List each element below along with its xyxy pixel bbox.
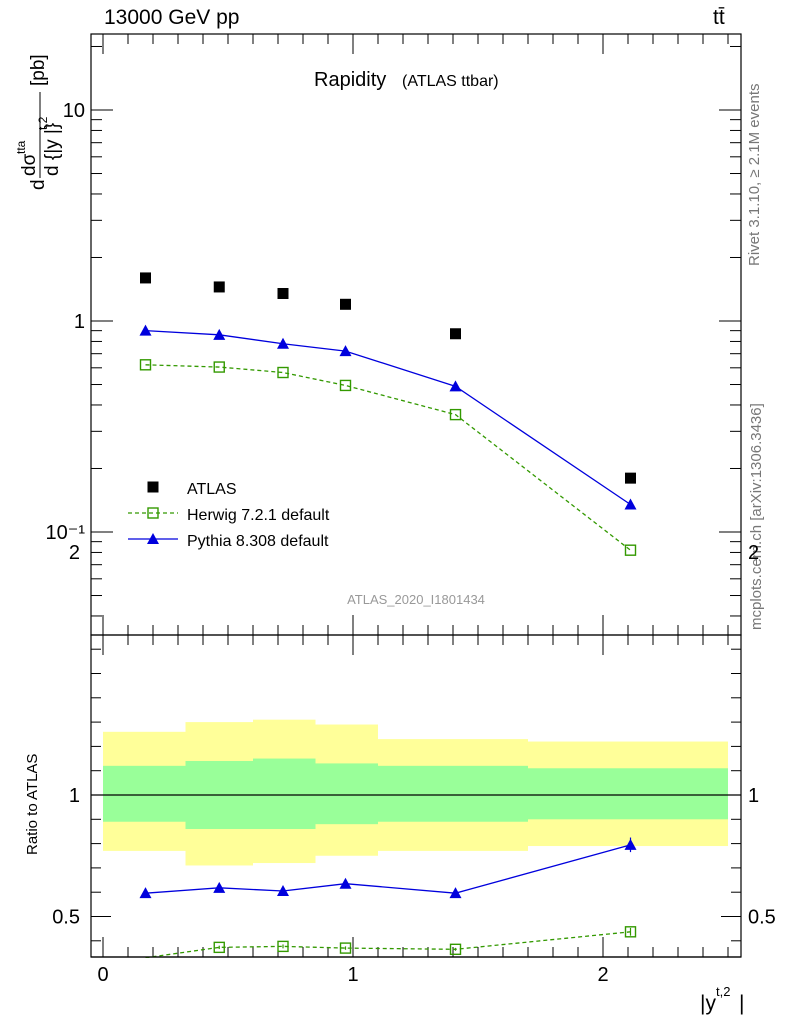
ratio-band-green-0	[103, 765, 186, 822]
ratio-band-green-5	[528, 768, 728, 820]
x-tick-label-2: 2	[597, 964, 608, 986]
x-axis-label: |y	[700, 992, 716, 1015]
y-axis-label-superscript: tta	[14, 140, 28, 154]
ratio-herwig-point-5	[624, 926, 637, 938]
x-axis-label-superscript: t,2	[716, 984, 730, 999]
ratio-tick-label-left-1: 1	[69, 785, 80, 807]
pythia-point-1	[213, 328, 226, 340]
ratio-herwig-point-1	[213, 941, 225, 954]
ratio-pythia-point-0	[139, 887, 152, 899]
pythia-point-0	[139, 324, 152, 336]
legend-herwig-label: Herwig 7.2.1 default	[187, 507, 330, 524]
x-tick-label-1: 1	[347, 964, 358, 986]
y-tick-label-0.1: 10⁻¹	[46, 522, 86, 544]
ratio-band-green-4	[378, 765, 528, 822]
atlas-point-1	[213, 281, 225, 293]
pythia-line	[145, 330, 631, 506]
herwig-point-2	[277, 366, 289, 379]
ratio-pythia-point-3	[339, 877, 352, 889]
atlas-point-4	[450, 328, 461, 340]
ratio-tick-label-right-1: 1	[748, 785, 759, 807]
legend-atlas-marker	[147, 481, 159, 493]
ratio-pythia-point-5	[624, 838, 637, 850]
atlas-point-2	[277, 287, 289, 299]
y-axis-label-text: d	[28, 179, 49, 190]
pythia-point-2	[277, 337, 289, 349]
analysis-watermark: ATLAS_2020_I1801434	[347, 592, 485, 607]
ratio-herwig-point-4	[449, 943, 462, 956]
legend-atlas-label: ATLAS	[187, 481, 237, 498]
ratio-pythia-point-1	[213, 881, 226, 893]
y-axis-label-numerator: dσ	[19, 153, 40, 176]
energy-label: 13000 GeV pp	[104, 6, 240, 29]
pythia-point-5	[624, 498, 637, 510]
ratio-tick-label-left-0.5: 0.5	[52, 907, 80, 929]
pythia-point-4	[449, 380, 462, 392]
legend-pythia-marker	[147, 533, 159, 544]
legend-pythia-label: Pythia 8.308 default	[187, 533, 329, 550]
x-tick-label-0: 0	[97, 964, 108, 986]
y-axis-label-bottom: Ratio to ATLAS	[24, 754, 41, 855]
y-axis-label-unit: [pb]	[28, 54, 49, 86]
ratio-band-green-3	[315, 763, 378, 825]
chart-title: Rapidity	[314, 69, 386, 91]
process-label: tt̄	[713, 6, 725, 29]
ratio-band-green-2	[253, 758, 316, 830]
ratio-pythia-point-2	[277, 884, 289, 896]
ratio-pythia-point-4	[449, 887, 462, 899]
ratio-herwig-line	[145, 931, 631, 959]
y-axis-label-denominator-superscript: t,2	[36, 116, 50, 130]
ratio-tick-label-right-0.5: 0.5	[748, 907, 776, 929]
ratio-axis-label: Ratio to ATLAS	[24, 754, 41, 855]
x-axis-label-close: |	[739, 992, 744, 1015]
bottom-clip-mask	[92, 958, 740, 966]
y-tick-label-1: 1	[74, 311, 85, 333]
ratio-tick-label-left-2: 2	[69, 542, 80, 564]
ratio-herwig-point-3	[339, 942, 352, 954]
y-tick-label-10: 10	[63, 100, 85, 122]
herwig-point-4	[449, 408, 462, 421]
chart-subtitle: (ATLAS ttbar)	[402, 73, 499, 90]
herwig-point-0	[139, 359, 152, 371]
legend-herwig-marker	[147, 507, 159, 519]
pythia-point-3	[339, 345, 352, 357]
atlas-point-3	[340, 298, 351, 310]
ratio-pythia-line	[145, 844, 631, 894]
y-axis-label-denominator: d {|y |}	[42, 123, 63, 176]
ratio-herwig-point-2	[277, 940, 289, 953]
atlas-point-5	[625, 472, 636, 484]
herwig-point-3	[339, 379, 352, 392]
ratio-tick-label-right-2: 2	[748, 542, 759, 564]
herwig-point-1	[213, 361, 225, 373]
atlas-point-0	[140, 272, 151, 284]
herwig-point-5	[624, 544, 637, 556]
herwig-line	[145, 364, 631, 551]
